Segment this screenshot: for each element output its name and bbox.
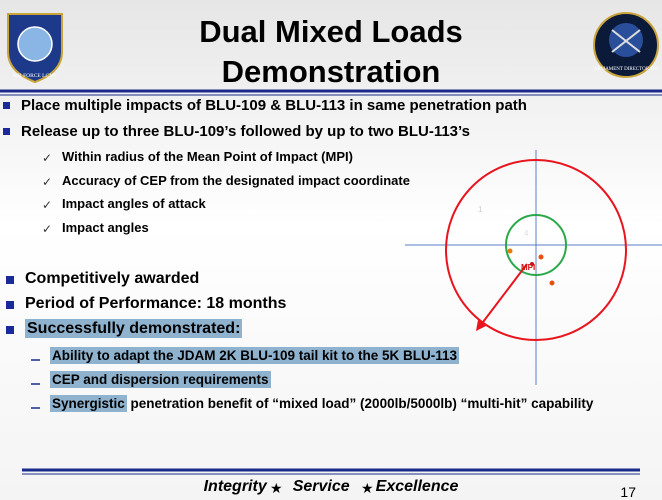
svg-text:✓: ✓	[42, 175, 52, 189]
sub-bullet-text: Ability to adapt the JDAM 2K BLU-109 tai…	[50, 347, 460, 364]
bullet-markers	[3, 102, 14, 334]
footer-word: Excellence	[375, 478, 459, 495]
diagram-label: 4	[524, 229, 529, 238]
bullet: Place multiple impacts of BLU-109 & BLU-…	[21, 97, 527, 114]
logo-text: ARMAMENT DIRECTORATE	[594, 67, 658, 72]
left-logo: AIR FORCE LCMC	[7, 13, 63, 84]
sub-bullet: Ability to adapt the JDAM 2K BLU-109 tai…	[50, 347, 610, 364]
bullet: Successfully demonstrated:	[25, 319, 243, 338]
footer-stars: ★ ★	[270, 480, 374, 496]
bullet: Release up to three BLU-109’s followed b…	[21, 123, 470, 140]
bullet-text: Successfully demonstrated:	[25, 319, 243, 338]
sub-bullet-text: penetration benefit of “mixed load” (200…	[126, 396, 594, 411]
impact-diagram: 1 4 MPI	[405, 150, 662, 385]
svg-text:✓: ✓	[42, 222, 52, 236]
svg-text:✓: ✓	[42, 198, 52, 212]
sub-bullet-text: CEP and dispersion requirements	[50, 371, 271, 388]
footer-word: Service	[292, 478, 350, 495]
sub-bullet: Accuracy of CEP from the designated impa…	[62, 173, 410, 188]
check-markers: ✓ ✓ ✓ ✓	[42, 151, 52, 236]
bullet: Period of Performance: 18 months	[25, 295, 286, 313]
diagram-label: 1	[478, 205, 483, 214]
sub-bullet: CEP and dispersion requirements	[50, 371, 610, 388]
sub-bullet: Within radius of the Mean Point of Impac…	[62, 149, 353, 164]
bullet: Competitively awarded	[25, 270, 199, 288]
svg-text:★: ★	[361, 480, 374, 496]
footer-word: Integrity	[203, 478, 267, 495]
page-number: 17	[620, 484, 636, 500]
dash-markers	[31, 359, 40, 409]
sub-bullet: Synergistic penetration benefit of “mixe…	[50, 395, 610, 412]
bullet-text: Period of Performance: 18 months	[25, 295, 287, 312]
svg-text:✓: ✓	[42, 151, 52, 165]
svg-text:★: ★	[270, 480, 283, 496]
sub-bullet: Impact angles of attack	[62, 196, 206, 211]
bullet-text: Competitively awarded	[25, 270, 200, 287]
right-logo: ARMAMENT DIRECTORATE	[593, 12, 659, 78]
sub-bullet: Impact angles	[62, 220, 149, 235]
diagram-label: MPI	[521, 263, 535, 272]
title: Demonstration	[221, 54, 441, 89]
footer: Integrity Service Excellence	[0, 478, 662, 496]
logo-text: AIR FORCE LCMC	[12, 73, 58, 79]
sub-bullet-text: Synergistic	[50, 395, 127, 412]
title: Dual Mixed Loads	[199, 14, 463, 49]
